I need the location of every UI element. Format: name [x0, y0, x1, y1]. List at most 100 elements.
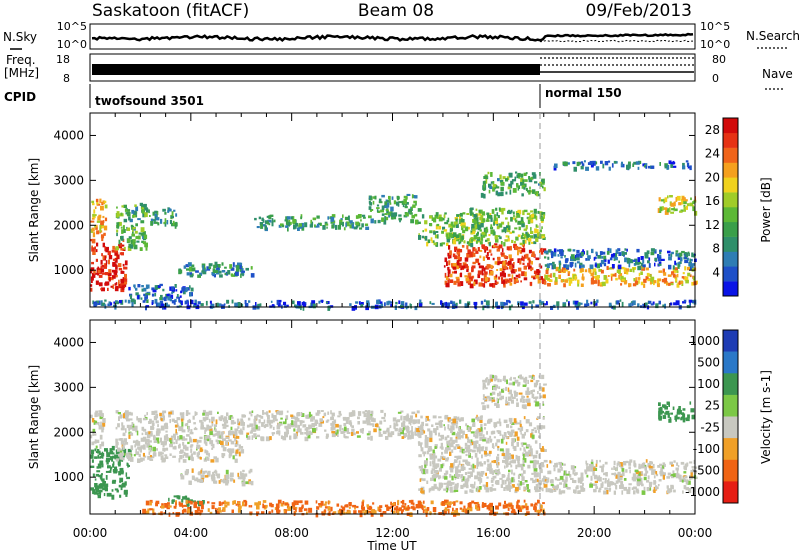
echo-mark: [219, 274, 223, 278]
echo-mark: [529, 448, 533, 452]
echo-mark: [518, 185, 521, 189]
echo-mark: [563, 264, 568, 268]
echo-mark: [535, 396, 537, 402]
echo-mark: [440, 301, 443, 305]
echo-mark: [493, 460, 496, 464]
echo-mark: [340, 431, 344, 434]
echo-mark: [300, 432, 304, 435]
echo-mark: [118, 282, 120, 287]
echo-mark: [522, 245, 525, 248]
echo-mark: [362, 509, 364, 513]
echo-mark: [432, 460, 436, 465]
echo-mark: [156, 428, 160, 432]
echo-mark: [116, 211, 120, 216]
echo-mark: [481, 272, 484, 276]
echo-mark: [232, 262, 235, 267]
echo-mark: [135, 206, 139, 212]
echo-mark: [209, 300, 212, 304]
echo-mark: [657, 254, 662, 259]
echo-mark: [437, 216, 441, 219]
echo-mark: [128, 434, 131, 439]
echo-mark: [345, 511, 348, 515]
echo-mark: [183, 504, 187, 507]
echo-mark: [453, 462, 455, 466]
echo-mark: [190, 453, 193, 457]
echo-mark: [287, 227, 289, 232]
echo-mark: [638, 463, 641, 469]
echo-mark: [486, 459, 490, 463]
echo-mark: [201, 270, 205, 273]
echo-mark: [668, 418, 672, 423]
echo-mark: [181, 436, 185, 441]
echo-mark: [199, 447, 203, 453]
echo-mark: [482, 382, 486, 386]
echo-mark: [595, 252, 598, 256]
echo-mark: [237, 426, 240, 429]
echo-mark: [593, 276, 597, 279]
echo-mark: [432, 463, 435, 468]
echo-mark: [380, 409, 384, 413]
echo-mark: [258, 414, 262, 418]
echo-mark: [483, 423, 487, 426]
echo-mark: [118, 239, 121, 245]
echo-mark: [211, 505, 215, 510]
echo-mark: [171, 300, 176, 304]
echo-mark: [507, 279, 510, 282]
echo-mark: [193, 503, 197, 509]
echo-mark: [430, 470, 434, 474]
echo-mark: [270, 300, 273, 303]
echo-mark: [501, 248, 504, 253]
echo-mark: [428, 419, 431, 422]
echo-mark: [370, 513, 374, 517]
echo-mark: [322, 225, 326, 230]
echo-mark: [670, 202, 675, 207]
echo-mark: [676, 273, 679, 278]
echo-mark: [133, 242, 135, 247]
echo-mark: [368, 430, 371, 436]
echo-mark: [216, 302, 219, 307]
echo-mark: [618, 269, 621, 274]
echo-mark: [115, 438, 118, 443]
echo-mark: [531, 172, 536, 176]
echo-mark: [471, 468, 475, 473]
echo-mark: [108, 470, 112, 473]
echo-mark: [92, 213, 95, 217]
echo-mark: [670, 473, 674, 476]
echo-mark: [668, 160, 672, 165]
echo-mark: [522, 463, 525, 467]
freq-tick-bottom: 8: [63, 72, 70, 85]
echo-mark: [651, 461, 653, 465]
echo-mark: [531, 254, 535, 257]
echo-mark: [502, 449, 505, 454]
echo-mark: [441, 217, 445, 221]
echo-mark: [318, 300, 321, 304]
echo-mark: [474, 220, 477, 224]
echo-mark: [291, 415, 295, 420]
echo-mark: [316, 215, 320, 219]
echo-mark: [429, 487, 432, 492]
echo-mark: [493, 184, 497, 188]
echo-mark: [628, 262, 631, 268]
echo-mark: [418, 465, 422, 469]
echo-mark: [261, 511, 265, 514]
echo-mark: [500, 438, 504, 444]
echo-mark: [175, 213, 178, 217]
echo-mark: [612, 253, 617, 258]
echo-mark: [631, 476, 635, 481]
echo-mark: [692, 300, 696, 303]
echo-mark: [378, 426, 381, 430]
echo-mark: [499, 268, 503, 271]
echo-mark: [411, 194, 414, 199]
echo-mark: [237, 262, 241, 267]
echo-mark: [344, 435, 348, 439]
echo-mark: [676, 411, 681, 415]
echo-mark: [494, 402, 497, 406]
echo-mark: [500, 186, 504, 192]
echo-mark: [522, 179, 525, 184]
echo-mark: [564, 279, 568, 283]
echo-mark: [451, 263, 454, 268]
echo-mark: [184, 446, 189, 451]
echo-mark: [649, 466, 653, 471]
